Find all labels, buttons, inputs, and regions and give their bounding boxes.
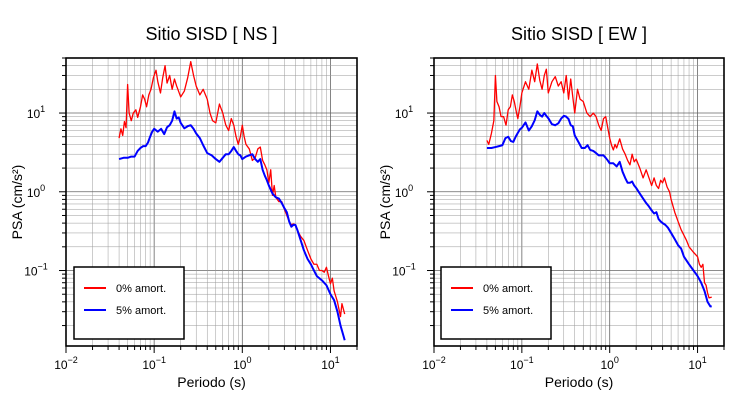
legend-label-1: 5% amort. (116, 305, 166, 317)
y-tick-label: 100 (27, 183, 45, 200)
y-axis-ticks: 10−1 100 101 (24, 57, 66, 327)
series-line-1 (118, 110, 346, 341)
x-tick-label: 101 (321, 355, 339, 372)
plot-frame (433, 57, 725, 347)
series-line-0 (486, 63, 712, 299)
legend-label-0: 0% amort. (483, 283, 533, 295)
x-axis-ticks: 10−2 10−1 100 101 (54, 346, 358, 372)
y-axis-label: PSA (cm/s²) (9, 165, 25, 240)
x-tick-label: 10−2 (54, 355, 78, 372)
x-tick-label: 10−2 (422, 355, 446, 372)
chart-panel-ns: Sitio SISD [ NS ] 10−2 10−1 100 101 10−1 100… (9, 24, 358, 390)
legend-label-1: 5% amort. (483, 305, 533, 317)
legend-box (73, 266, 185, 340)
legend: 0% amort. 5% amort. (440, 266, 552, 340)
series-lines (118, 60, 346, 341)
y-tick-label: 10−1 (24, 262, 48, 279)
series-line-0 (118, 60, 346, 318)
x-tick-label: 100 (601, 355, 619, 372)
x-tick-label: 10−1 (510, 355, 534, 372)
y-tick-label: 101 (27, 104, 45, 121)
series-line-1 (486, 110, 712, 308)
y-axis-ticks: 10−1 100 101 (392, 57, 434, 327)
x-axis-label: Periodo (s) (545, 374, 613, 390)
series-lines (486, 63, 712, 308)
legend-box (440, 266, 552, 340)
x-tick-label: 101 (688, 355, 706, 372)
chart-title: Sitio SISD [ EW ] (511, 24, 647, 44)
legend: 0% amort. 5% amort. (73, 266, 185, 340)
y-tick-label: 10−1 (392, 262, 416, 279)
x-tick-label: 10−1 (142, 355, 166, 372)
y-tick-label: 100 (395, 183, 413, 200)
chart-panel-ew: Sitio SISD [ EW ] 10−2 10−1 100 101 10−1 100… (377, 24, 725, 390)
x-axis-label: Periodo (s) (177, 374, 245, 390)
legend-label-0: 0% amort. (116, 283, 166, 295)
plot-frame (65, 57, 358, 347)
x-tick-label: 100 (233, 355, 251, 372)
x-axis-ticks: 10−2 10−1 100 101 (422, 346, 725, 372)
y-tick-label: 101 (395, 104, 413, 121)
chart-title: Sitio SISD [ NS ] (145, 24, 277, 44)
y-axis-label: PSA (cm/s²) (377, 165, 393, 240)
